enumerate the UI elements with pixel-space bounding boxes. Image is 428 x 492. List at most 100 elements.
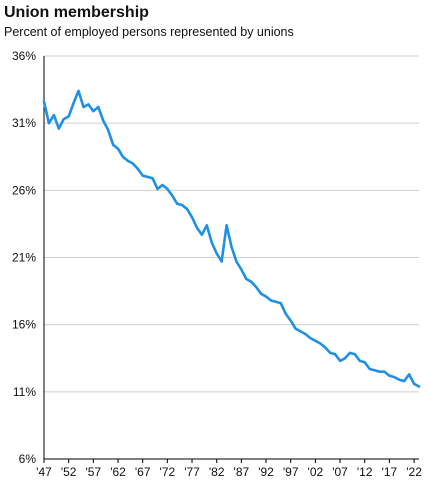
x-tick-label: '82 <box>209 465 225 479</box>
data-point <box>324 346 327 349</box>
data-point <box>413 382 416 385</box>
data-point <box>141 174 144 177</box>
x-tick-label: '72 <box>160 465 176 479</box>
data-point <box>225 224 228 227</box>
y-tick-label: 16% <box>12 318 36 332</box>
data-point <box>329 351 332 354</box>
data-point <box>136 167 139 170</box>
data-point <box>314 339 317 342</box>
data-point <box>383 370 386 373</box>
data-point <box>299 330 302 333</box>
x-tick-label: '52 <box>61 465 77 479</box>
data-point <box>240 268 243 271</box>
data-point <box>205 224 208 227</box>
data-point <box>121 155 124 158</box>
data-point <box>408 373 411 376</box>
data-point <box>388 374 391 377</box>
grid-lines <box>44 55 419 393</box>
data-point <box>72 101 75 105</box>
data-point <box>215 252 218 255</box>
data-point <box>116 147 120 150</box>
chart-subtitle: Percent of employed persons represented … <box>4 25 294 39</box>
data-point <box>210 241 213 244</box>
data-point <box>112 143 115 146</box>
data-point <box>176 202 179 205</box>
x-tick-label: '22 <box>406 465 422 479</box>
data-point <box>77 89 80 92</box>
data-point <box>368 367 371 371</box>
data-point <box>126 159 129 162</box>
data-point <box>353 353 356 356</box>
data-point <box>166 187 169 191</box>
data-point <box>319 342 322 345</box>
data-point <box>107 128 110 131</box>
x-tick-label: '77 <box>184 465 200 479</box>
data-point <box>186 208 189 211</box>
data-point <box>67 115 70 118</box>
x-tick-label: '67 <box>135 465 151 479</box>
y-tick-label: 26% <box>12 183 36 197</box>
x-axis: '47 '52 '57 '62 '67 '72 '77 '82 '87 '92 '97 '02 '07 '… <box>36 56 422 479</box>
data-point <box>220 260 223 263</box>
data-point <box>343 357 347 360</box>
data-point <box>269 299 273 302</box>
data-point <box>131 162 134 165</box>
x-tick-label: '97 <box>283 465 299 479</box>
data-point <box>373 369 376 372</box>
data-point <box>274 300 277 303</box>
data-point <box>62 118 65 121</box>
y-axis: 6% 11% 16% 21% 26% 31% 36% <box>12 49 36 466</box>
y-tick-label: 21% <box>12 251 36 265</box>
data-point <box>289 319 292 322</box>
x-tick-label: '47 <box>36 465 52 479</box>
data-point <box>102 119 105 122</box>
data-point <box>97 105 100 109</box>
y-tick-label: 6% <box>19 452 37 466</box>
data-point <box>146 175 149 178</box>
data-point <box>57 127 60 130</box>
series-layer <box>42 89 421 388</box>
data-point <box>230 245 233 248</box>
y-tick-label: 31% <box>12 116 36 130</box>
series-line <box>42 89 421 388</box>
data-point <box>334 353 337 356</box>
data-point <box>378 370 381 373</box>
data-point <box>339 359 342 362</box>
data-point <box>284 312 287 315</box>
data-point <box>181 204 184 207</box>
data-point <box>304 333 307 336</box>
x-tick-label: '87 <box>234 465 250 479</box>
data-point <box>279 302 282 305</box>
data-point <box>260 292 263 295</box>
data-point <box>161 183 164 187</box>
data-point <box>47 122 51 125</box>
data-point <box>398 378 401 381</box>
data-point <box>235 260 238 263</box>
x-tick-label: '57 <box>86 465 102 479</box>
data-point <box>348 351 351 354</box>
data-point <box>363 361 366 364</box>
data-point <box>403 380 406 383</box>
data-point <box>92 110 95 113</box>
x-tick-label: '12 <box>357 465 373 479</box>
data-point <box>255 286 258 289</box>
data-point <box>42 100 46 103</box>
x-tick-label: '92 <box>258 465 274 479</box>
data-point <box>156 187 159 191</box>
y-tick-label: 11% <box>13 385 36 399</box>
data-point <box>264 295 268 298</box>
data-point <box>52 114 56 117</box>
data-point <box>82 105 85 109</box>
data-point <box>250 280 253 283</box>
chart-title: Union membership <box>4 4 149 21</box>
x-tick-label: '17 <box>382 465 398 479</box>
data-point <box>417 385 421 388</box>
data-point <box>358 359 361 362</box>
x-tick-label: '02 <box>308 465 324 479</box>
data-point <box>294 327 297 330</box>
x-tick-label: '07 <box>332 465 348 479</box>
data-point <box>171 194 174 197</box>
data-point <box>200 233 203 236</box>
data-point <box>195 226 199 229</box>
